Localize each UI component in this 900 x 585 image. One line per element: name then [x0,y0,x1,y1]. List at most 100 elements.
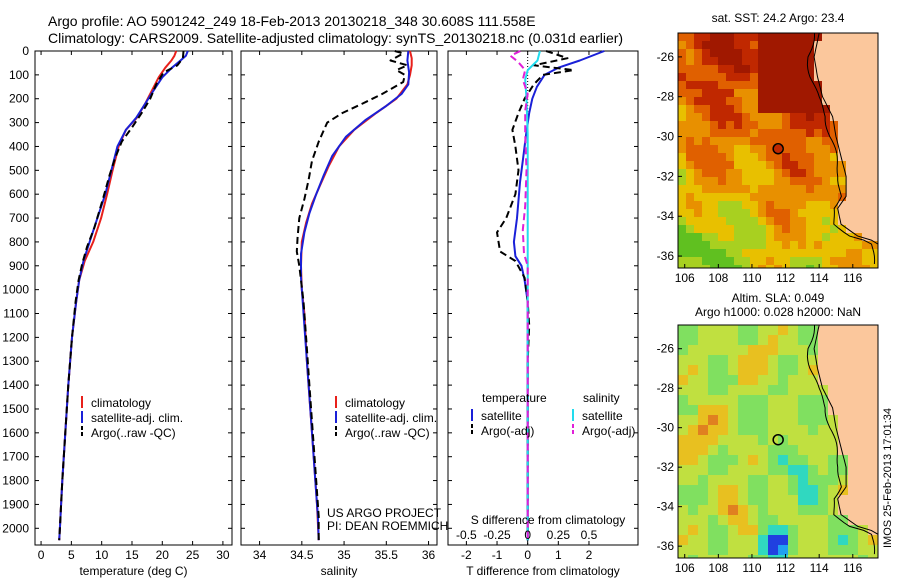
heatmap-cell [694,41,702,49]
heatmap-cell [774,185,782,193]
map-x-tick-label: 112 [776,271,795,285]
heatmap-cell [742,265,750,268]
heatmap-cell [806,217,814,225]
heatmap-cell [774,153,782,161]
heatmap-cell [782,57,790,65]
heatmap-cell [748,505,758,515]
map-frame [677,32,879,269]
y-tick-label: 500 [9,163,29,177]
heatmap-cell [808,395,818,405]
heatmap-cell [694,113,702,121]
heatmap-cell [686,121,694,129]
heatmap-cell [774,81,782,89]
heatmap-cell [778,495,788,505]
heatmap-cell [734,185,742,193]
heatmap-cell [788,345,798,355]
heatmap-cell [742,193,750,201]
heatmap-cell [750,57,758,65]
heatmap-cell [782,81,790,89]
heatmap-cell [718,89,726,97]
heatmap-cell [766,241,774,249]
heatmap-cell [750,89,758,97]
heatmap-cell [726,113,734,121]
x-axis-label: salinity [321,564,358,578]
heatmap-cell [750,33,758,41]
x-tick-label: -2 [461,548,472,562]
heatmap-cell [774,249,782,257]
heatmap-cell [838,193,846,201]
heatmap-cell [854,233,862,241]
heatmap-cell [702,33,710,41]
heatmap-cell [742,153,750,161]
heatmap-cell [702,233,710,241]
heatmap-cell [778,455,788,465]
heatmap-cell [750,249,758,257]
heatmap-cell [686,257,694,265]
heatmap-cell [702,121,710,129]
heatmap-cell [734,153,742,161]
heatmap-cell [758,415,768,425]
heatmap-cell [718,325,728,335]
heatmap-cell [718,435,728,445]
heatmap-cell [738,535,748,545]
heatmap-cell [734,145,742,153]
coastline [813,32,879,264]
heatmap-cell [806,81,814,89]
y-tick-label: 600 [9,187,29,201]
heatmap-cell [788,325,798,335]
heatmap-cell [686,97,694,105]
heatmap-cell [694,49,702,57]
heatmap-cell [822,105,830,113]
heatmap-cell [738,515,748,525]
legend-entry: Argo(-adj) [582,424,635,438]
x-tick-label: 35.5 [375,548,399,562]
heatmap-cell [708,345,718,355]
heatmap-cell [774,225,782,233]
heatmap-cell [742,209,750,217]
heatmap-cell [702,257,710,265]
heatmap-cell [758,89,766,97]
heatmap-cell [828,435,838,445]
heatmap-cell [678,525,688,535]
heatmap-cell [718,525,728,535]
heatmap-cell [798,241,806,249]
depth-contour [806,33,876,265]
heatmap-cell [728,465,738,475]
heatmap-cell [806,65,814,73]
heatmap-cell [710,73,718,81]
heatmap-cell [766,73,774,81]
heatmap-cell [718,121,726,129]
sst-map-panel: sat. SST: 24.2 Argo: 23.4 106 108 110 112 114… [657,11,879,285]
heatmap-cell [728,415,738,425]
heatmap-cell [728,515,738,525]
heatmap-cell [742,201,750,209]
heatmap-cell [782,201,790,209]
heatmap-cell [702,49,710,57]
heatmap-cell [854,241,862,249]
heatmap-cell [678,375,688,385]
heatmap-cell [790,33,798,41]
heatmap-cell [790,121,798,129]
heatmap-cell [774,217,782,225]
heatmap-cell [710,241,718,249]
heatmap-cell [766,97,774,105]
heatmap-cell [750,81,758,89]
heatmap-cell [686,65,694,73]
heatmap-cell [718,425,728,435]
heatmap-cell [814,233,822,241]
heatmap-cell [708,385,718,395]
heatmap-cell [734,73,742,81]
map-y-tick-label: -26 [657,50,675,64]
heatmap-cell [798,201,806,209]
heatmap-cell [718,113,726,121]
heatmap-cell [790,153,798,161]
heatmap-cell [678,405,688,415]
series-line-differences-3 [509,50,529,541]
heatmap-cell [788,465,798,475]
heatmap-cell [782,49,790,57]
heatmap-cell [686,209,694,217]
heatmap-cell [798,335,808,345]
x2-tick-label: 0 [524,528,531,542]
heatmap-cell [678,535,688,545]
heatmap-cell [734,265,742,268]
